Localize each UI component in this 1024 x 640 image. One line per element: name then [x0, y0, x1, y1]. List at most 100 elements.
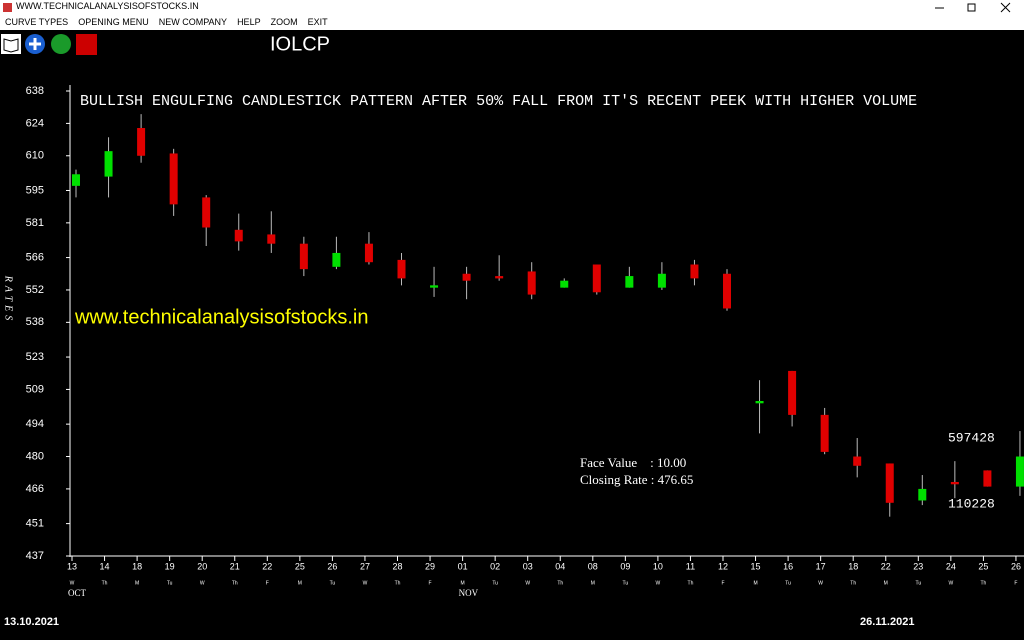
face-value: Face Value : 10.00	[580, 455, 686, 470]
book-icon[interactable]	[1, 34, 21, 54]
x-tick-label: 15	[751, 561, 761, 571]
weekday-label: W	[363, 580, 368, 586]
candle-body	[267, 234, 276, 244]
menu-bar: CURVE TYPES OPENING MENU NEW COMPANY HELP ZO…	[0, 15, 1024, 30]
x-tick-label: 29	[425, 561, 435, 571]
month-label: NOV	[459, 588, 479, 598]
y-axis-label: RATES	[3, 275, 14, 325]
menu-item[interactable]: NEW COMPANY	[158, 17, 228, 27]
menu-item[interactable]: CURVE TYPES	[5, 17, 69, 27]
weekday-label: Tu	[167, 580, 173, 586]
x-tick-label: 22	[881, 561, 891, 571]
candle-body	[169, 153, 178, 205]
menu-item[interactable]: EXIT	[307, 17, 328, 27]
candle-body	[592, 264, 601, 293]
volume-high: 597428	[948, 430, 995, 445]
candle-body	[625, 276, 634, 288]
toolbar	[1, 34, 97, 55]
x-tick-label: 25	[295, 561, 305, 571]
y-tick-label: 610	[26, 150, 44, 162]
x-tick-label: 14	[100, 561, 110, 571]
candle-body	[657, 273, 666, 288]
x-tick-label: 20	[197, 561, 207, 571]
help-icon[interactable]	[51, 34, 71, 54]
weekday-label: W	[525, 580, 530, 586]
x-tick-label: 16	[783, 561, 793, 571]
candle-body	[690, 264, 699, 279]
stop-icon[interactable]	[76, 34, 97, 55]
candle-body	[853, 456, 862, 466]
x-tick-label: 12	[718, 561, 728, 571]
x-tick-label: 08	[588, 561, 598, 571]
weekday-label: Th	[232, 580, 238, 586]
x-tick-label: 27	[360, 561, 370, 571]
candle-body	[820, 414, 829, 452]
weekday-label: Tu	[785, 580, 791, 586]
window-controls	[3, 2, 1011, 13]
candle-body	[885, 463, 894, 503]
app-icon	[3, 3, 12, 12]
x-tick-label: 21	[230, 561, 240, 571]
y-tick-label: 538	[26, 316, 44, 328]
candle-body	[364, 243, 373, 263]
x-tick-label: 19	[165, 561, 175, 571]
candle-body	[72, 174, 80, 186]
weekday-label: M	[884, 580, 888, 586]
y-tick-label: 581	[26, 217, 44, 229]
candle-body	[137, 128, 146, 156]
candle-body	[332, 252, 341, 267]
x-tick-label: 28	[392, 561, 402, 571]
end-date: 26.11.2021	[860, 616, 914, 628]
weekday-label: Th	[557, 580, 563, 586]
y-tick-label: 552	[26, 284, 44, 296]
menu-item[interactable]: ZOOM	[270, 17, 298, 27]
weekday-label: F	[1014, 580, 1017, 586]
weekday-label: Tu	[915, 580, 921, 586]
candle-body	[299, 243, 308, 270]
candle-body	[202, 197, 211, 228]
candle-body	[918, 488, 927, 501]
candle-body	[104, 151, 113, 177]
x-tick-label: 11	[686, 561, 695, 571]
x-tick-label: 23	[913, 561, 923, 571]
weekday-label: F	[266, 580, 269, 586]
x-tick-label: 25	[978, 561, 988, 571]
y-tick-label: 494	[26, 418, 44, 430]
menu-item[interactable]: OPENING MENU	[78, 17, 149, 27]
weekday-label: W	[818, 580, 823, 586]
y-tick-label: 466	[26, 483, 44, 495]
x-tick-label: 26	[1011, 561, 1021, 571]
weekday-label: Tu	[330, 580, 336, 586]
candle-body	[234, 229, 243, 242]
weekday-label: W	[70, 580, 75, 586]
candle-body	[723, 273, 731, 309]
x-tick-label: 22	[262, 561, 272, 571]
month-label: OCT	[68, 588, 87, 598]
restore-button[interactable]	[967, 3, 976, 12]
chart: IOLCP BULLISH ENGULFING CANDLESTICK PATT…	[1, 33, 1024, 628]
x-tick-label: 02	[490, 561, 500, 571]
weekday-label: Th	[850, 580, 856, 586]
weekday-label: M	[135, 580, 139, 586]
candle-body	[950, 481, 959, 485]
y-tick-label: 595	[26, 184, 44, 196]
y-tick-label: 480	[26, 450, 44, 462]
candle-body	[788, 370, 797, 415]
candle-body	[1015, 456, 1024, 487]
window-title: WWW.TECHNICALANALYSISOFSTOCKS.IN	[16, 1, 199, 11]
x-tick-label: 03	[523, 561, 533, 571]
weekday-label: Th	[688, 580, 694, 586]
volume-low: 110228	[948, 496, 995, 511]
x-tick-label: 26	[327, 561, 337, 571]
weekday-label: Tu	[492, 580, 498, 586]
weekday-label: W	[656, 580, 661, 586]
candle-body	[755, 401, 764, 404]
menu-item[interactable]: HELP	[237, 17, 261, 27]
y-tick-label: 509	[26, 383, 44, 395]
x-tick-label: 09	[620, 561, 630, 571]
close-button[interactable]	[1000, 2, 1011, 13]
title-bar: WWW.TECHNICALANALYSISOFSTOCKS.IN	[0, 0, 1024, 15]
weekday-label: W	[200, 580, 205, 586]
candle-body	[495, 276, 504, 279]
